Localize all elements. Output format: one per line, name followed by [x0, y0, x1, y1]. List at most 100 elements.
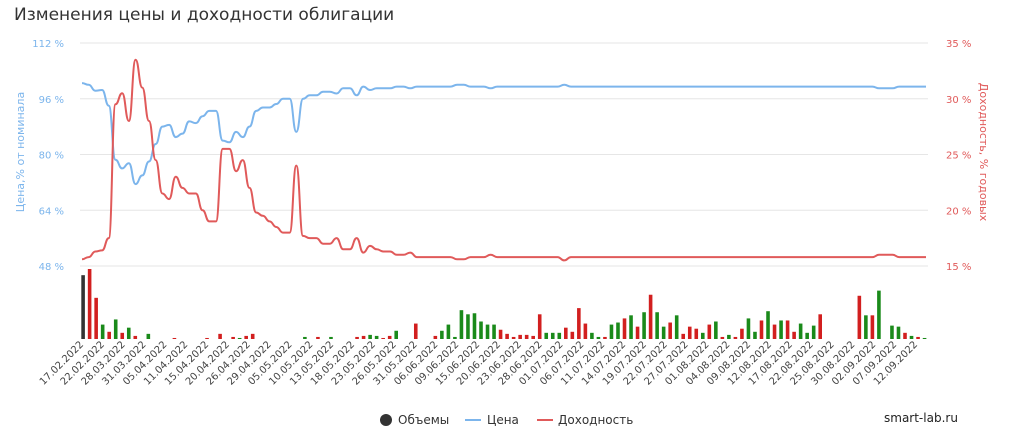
legend-item-price[interactable]: Цена — [465, 413, 519, 427]
volume-bar — [864, 315, 868, 339]
right-tick-label: 25 % — [946, 151, 971, 162]
volume-bar — [498, 329, 503, 339]
source-credit[interactable]: smart-lab.ru — [884, 411, 958, 425]
right-tick-label: 15 % — [946, 262, 971, 273]
legend-item-yield[interactable]: Доходность — [537, 413, 633, 427]
legend: Объемы Цена Доходность — [380, 413, 633, 427]
volume-bar — [635, 326, 640, 339]
volume-bar — [472, 313, 477, 339]
volume-bar — [720, 336, 725, 339]
volume-bar — [700, 332, 705, 339]
volume-bar — [583, 323, 588, 339]
volume-bar — [250, 333, 255, 339]
volume-bar — [446, 324, 451, 339]
volume-bar — [661, 326, 666, 339]
legend-label-price: Цена — [487, 413, 519, 427]
volume-bar — [687, 326, 692, 339]
volume-bar — [433, 335, 438, 339]
legend-label-volumes: Объемы — [398, 413, 449, 427]
volume-bar — [740, 328, 744, 339]
volume-bar — [792, 331, 796, 339]
volume-bar — [126, 327, 131, 339]
volume-bar — [531, 335, 535, 339]
volume-bar — [909, 335, 914, 339]
volume-bar — [100, 324, 105, 339]
volume-bar — [603, 336, 607, 339]
volume-bar — [361, 335, 366, 339]
right-tick-label: 35 % — [946, 39, 971, 50]
volume-bar — [413, 323, 418, 339]
volume-bar — [492, 324, 496, 339]
left-tick-label: 80 % — [39, 151, 64, 162]
volume-bar — [642, 312, 646, 339]
volume-bar — [674, 315, 679, 339]
volume-bars — [81, 269, 927, 339]
volume-bar — [616, 322, 620, 339]
volume-bar — [244, 335, 248, 339]
volume-bar — [798, 323, 803, 339]
volume-bar — [655, 312, 659, 339]
volume-bar — [681, 333, 686, 339]
volume-bar — [648, 294, 653, 339]
volume-bar — [440, 330, 444, 339]
volume-bar — [870, 315, 875, 339]
volume-bar — [387, 335, 392, 339]
volume-bar — [466, 314, 470, 339]
volume-bar — [107, 331, 111, 339]
volume-bar — [890, 325, 894, 339]
grid-layer — [80, 42, 928, 267]
volume-bar — [120, 332, 125, 339]
right-tick-label: 20 % — [946, 206, 971, 217]
left-axis: 112 % 96 % 80 % 64 % 48 % — [32, 39, 64, 273]
volume-bar — [903, 332, 907, 339]
volume-bar — [805, 332, 809, 339]
volume-bar — [753, 331, 757, 339]
volume-bar — [394, 330, 398, 339]
right-axis: 35 % 30 % 25 % 20 % 15 % — [946, 39, 971, 273]
volume-bar — [81, 275, 85, 339]
volume-bar — [544, 332, 549, 339]
volume-bar — [505, 333, 509, 339]
volume-bar — [511, 336, 516, 339]
volume-bar — [857, 295, 862, 339]
volume-bar — [537, 314, 542, 339]
legend-label-yield: Доходность — [558, 413, 633, 427]
volume-bar — [596, 336, 601, 339]
left-tick-label: 64 % — [39, 206, 64, 217]
volume-bar — [694, 328, 699, 339]
volume-bar — [453, 336, 457, 339]
volume-bar — [316, 336, 320, 339]
volume-bar — [772, 324, 777, 339]
volume-bar — [113, 319, 118, 339]
volume-bar — [368, 334, 372, 339]
volume-bar — [707, 324, 712, 339]
volume-bar — [779, 320, 783, 339]
left-tick-label: 96 % — [39, 95, 64, 106]
volume-bar — [564, 327, 568, 339]
legend-item-volumes[interactable]: Объемы — [380, 413, 449, 427]
volume-bar — [668, 322, 672, 339]
volume-bar — [766, 311, 770, 339]
series-lines — [81, 58, 926, 262]
volume-bar — [746, 318, 751, 339]
volume-bar — [877, 290, 881, 339]
volume-bar — [714, 321, 718, 339]
volume-bar — [94, 297, 98, 339]
chart-title: Изменения цены и доходности облигации — [14, 5, 394, 25]
volume-bar — [811, 325, 816, 339]
volume-bar — [557, 332, 562, 339]
volume-bar — [329, 336, 333, 339]
volume-bar — [518, 334, 522, 339]
volume-bar — [355, 336, 359, 339]
volume-bar — [896, 326, 901, 339]
volume-bar — [570, 331, 575, 339]
price-line — [81, 82, 926, 186]
volume-bar — [172, 337, 177, 339]
volume-bar — [609, 324, 614, 339]
left-tick-label: 112 % — [32, 39, 64, 50]
right-axis-title: Доходность, % годовых — [977, 83, 990, 222]
volume-bar — [727, 334, 731, 339]
volume-bar — [485, 324, 490, 339]
volume-bar — [818, 314, 822, 339]
